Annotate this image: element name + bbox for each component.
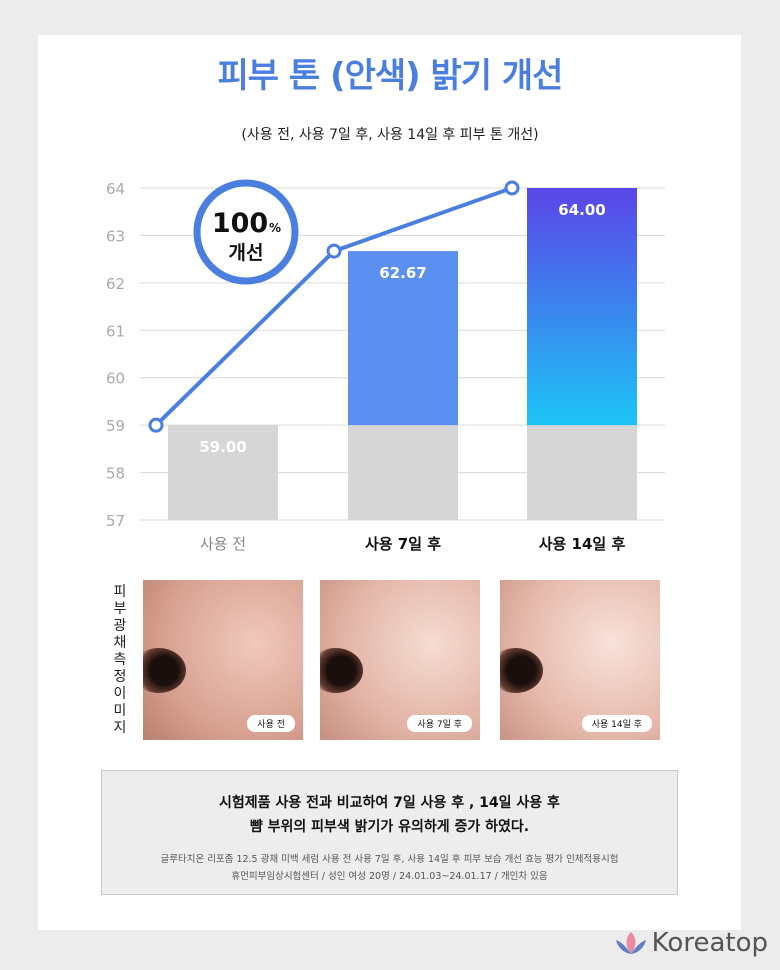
photo-tag: 사용 7일 후 [407,715,472,732]
data-label: 64.00 [558,201,605,219]
brand-name: Koreatop [651,928,768,958]
skin-photo-7days: 사용 7일 후 [320,580,480,740]
improvement-badge: 100 % 개선 [193,179,299,285]
page-title: 피부 톤 (안색) 밝기 개선 [217,56,564,96]
photo-tag: 사용 14일 후 [581,715,652,732]
line-point [148,417,164,433]
photo-tag: 사용 전 [247,715,295,732]
note-small-2: 휴먼피부임상시험센터 / 성인 여성 20명 / 24.01.03~24.01.… [231,871,548,882]
bar-chart: 57 58 59 60 61 62 63 64 59.00 사용 전 62.67 사용 7일 후 64.… [106,179,665,553]
y-tick-label: 62 [106,275,125,293]
bar [348,251,458,426]
data-label: 59.00 [199,438,246,456]
y-tick-label: 59 [106,417,125,435]
x-category-label: 사용 7일 후 [365,535,441,553]
y-tick-label: 61 [106,322,125,340]
skin-photo-before: 사용 전 [143,580,303,740]
skin-photo-14days: 사용 14일 후 [500,580,660,740]
bar-base [527,425,637,520]
data-label: 62.67 [379,264,426,282]
y-tick-label: 57 [106,512,125,530]
brand-logo: Koreatop [614,928,768,958]
bar [527,188,637,426]
bar-base [348,425,458,520]
y-tick-label: 63 [106,227,125,245]
y-tick-label: 60 [106,370,125,388]
x-category-label: 사용 14일 후 [539,535,626,553]
note-small-1: 글루타치온 리포좀 12.5 광채 미백 세럼 사용 전 사용 7일 후, 사용… [160,854,619,865]
line-point [326,243,342,259]
note-main-2: 뺨 부위의 피부색 밝기가 유의하게 증가 하였다. [249,819,530,835]
x-category-label: 사용 전 [200,535,246,553]
line-point [504,180,520,196]
badge-label: 개선 [229,242,264,264]
badge-unit: % [269,221,281,235]
bar-base [168,425,278,520]
note-main-1: 시험제품 사용 전과 비교하여 7일 사용 후 , 14일 사용 후 [219,795,560,811]
lotus-icon [615,932,646,954]
y-tick-label: 58 [106,465,125,483]
y-tick-label: 64 [106,180,125,198]
subtitle: (사용 전, 사용 7일 후, 사용 14일 후 피부 톤 개선) [241,127,539,143]
photo-side-label: 피부광채측정이미지 [113,584,127,736]
badge-value: 100 [212,208,268,239]
